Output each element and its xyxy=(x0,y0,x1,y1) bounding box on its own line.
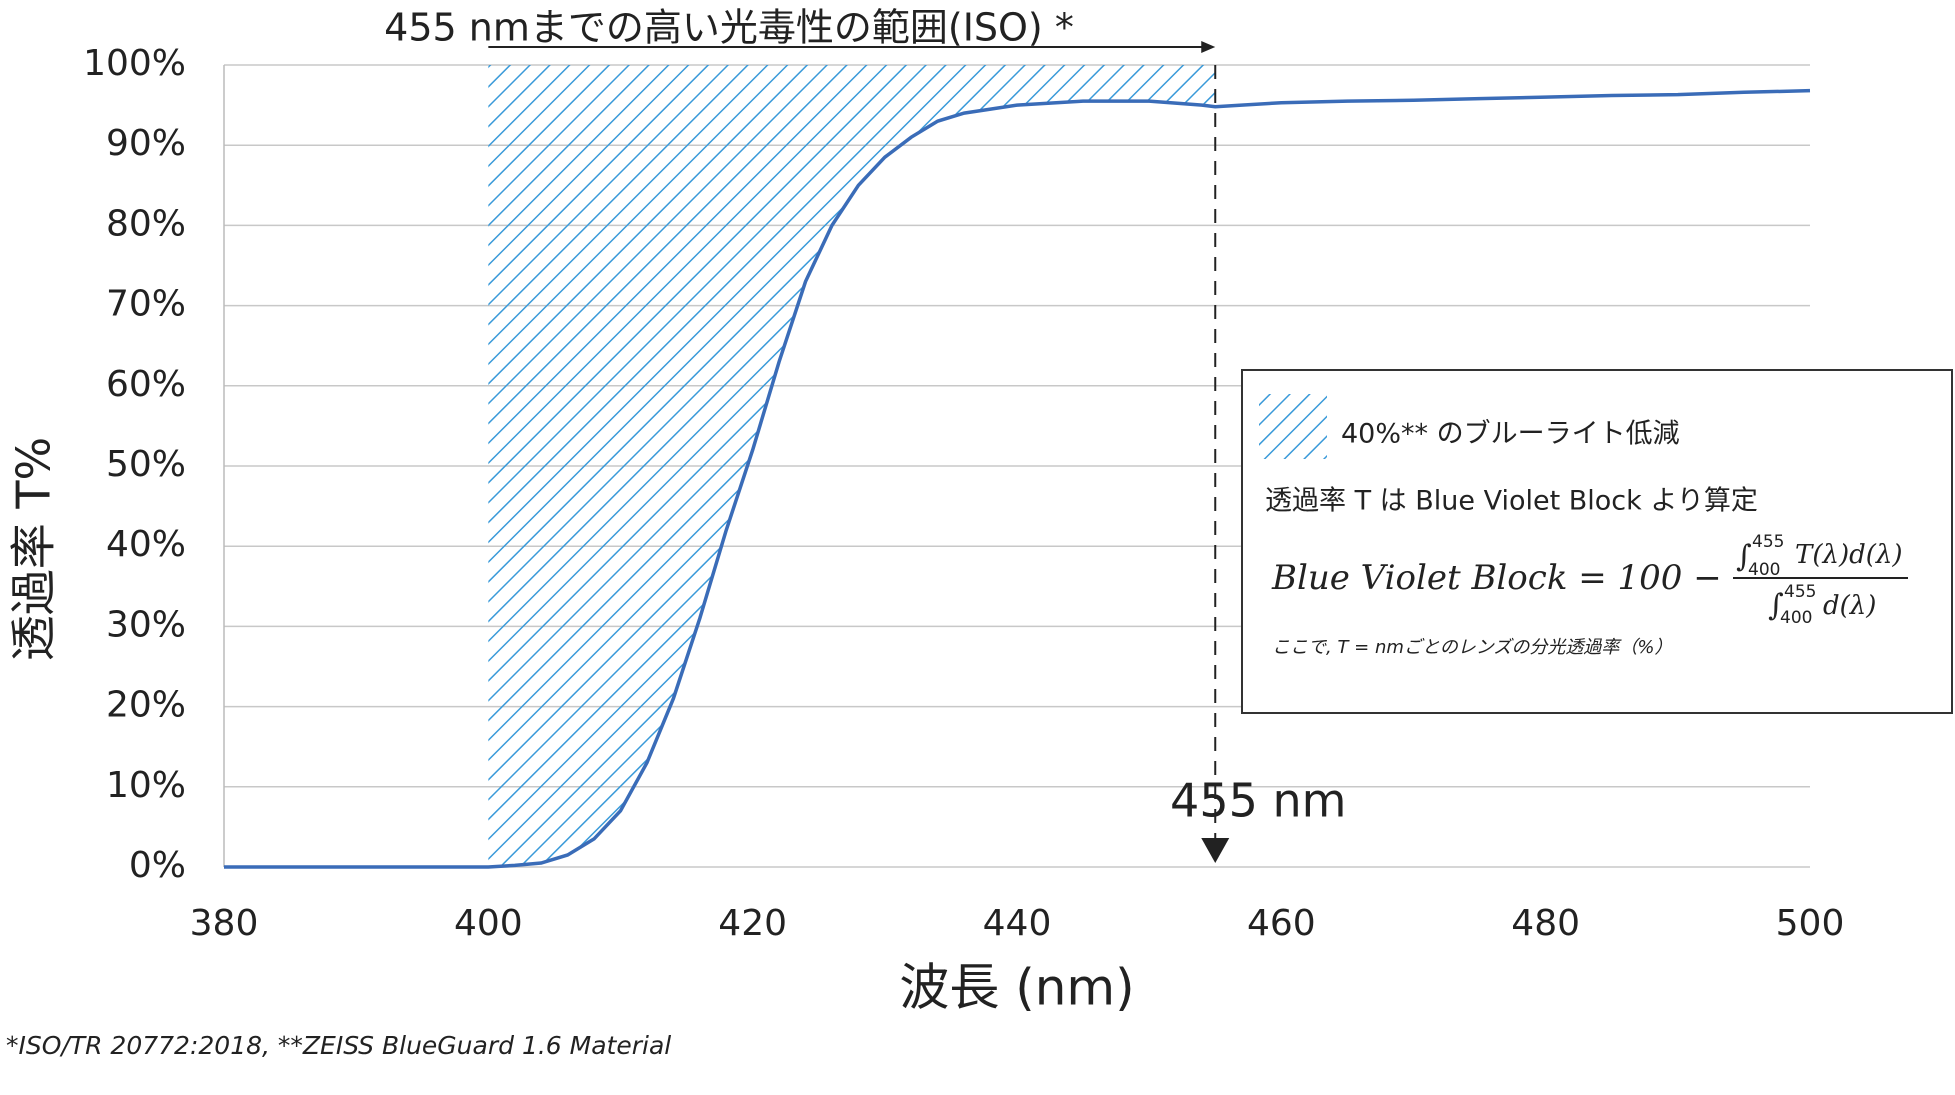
x-tick-label: 440 xyxy=(983,903,1052,944)
marker-label: 455 nm xyxy=(1170,774,1346,828)
formula-upper: 455 xyxy=(1752,532,1784,552)
formula-lower: 400 xyxy=(1748,560,1780,580)
formula-denominator: d(λ) xyxy=(1823,591,1876,621)
x-axis-title: 波長 (nm) xyxy=(899,959,1134,1017)
y-axis-title: 透過率 T% xyxy=(7,437,61,661)
legend-swatch xyxy=(1259,394,1327,459)
formula-upper: 455 xyxy=(1784,582,1816,602)
formula-integral: ∫ xyxy=(1768,588,1784,623)
chart-title: 455 nmまでの高い光毒性の範囲(ISO) * xyxy=(384,6,1074,50)
formula-lhs: Blue Violet Block = 100 − xyxy=(1271,558,1722,598)
formula-note: ここで, T = nmごとのレンズの分光透過率（%） xyxy=(1272,637,1672,658)
y-tick-label: 20% xyxy=(106,685,186,726)
y-tick-label: 50% xyxy=(106,444,186,485)
y-tick-label: 40% xyxy=(106,524,186,565)
x-tick-label: 500 xyxy=(1776,903,1845,944)
formula-lower: 400 xyxy=(1780,608,1812,628)
y-tick-label: 100% xyxy=(83,43,186,84)
formula-numerator: T(λ)d(λ) xyxy=(1795,540,1903,570)
x-tick-label: 380 xyxy=(190,903,259,944)
y-tick-label: 30% xyxy=(106,604,186,645)
legend-box xyxy=(1241,369,1953,714)
formula-intro: 透過率 T は Blue Violet Block より算定 xyxy=(1265,486,1758,517)
marker-triangle xyxy=(1201,838,1230,863)
x-tick-label: 460 xyxy=(1247,903,1316,944)
y-tick-label: 80% xyxy=(106,203,186,244)
legend-label: 40%** のブルーライト低減 xyxy=(1341,419,1680,450)
y-tick-label: 70% xyxy=(106,284,186,325)
data-line xyxy=(224,88,1811,869)
x-tick-label: 420 xyxy=(718,903,787,944)
y-tick-label: 90% xyxy=(106,123,186,164)
y-tick-label: 10% xyxy=(106,765,186,806)
x-tick-label: 480 xyxy=(1511,903,1580,944)
hatched-area xyxy=(488,65,1216,867)
y-tick-label: 60% xyxy=(106,364,186,405)
footnote: *ISO/TR 20772:2018, **ZEISS BlueGuard 1.… xyxy=(6,1031,671,1060)
y-tick-label: 0% xyxy=(129,845,186,886)
x-tick-label: 400 xyxy=(454,903,523,944)
formula-integral: ∫ xyxy=(1736,539,1752,574)
title-arrowhead xyxy=(1201,41,1216,53)
